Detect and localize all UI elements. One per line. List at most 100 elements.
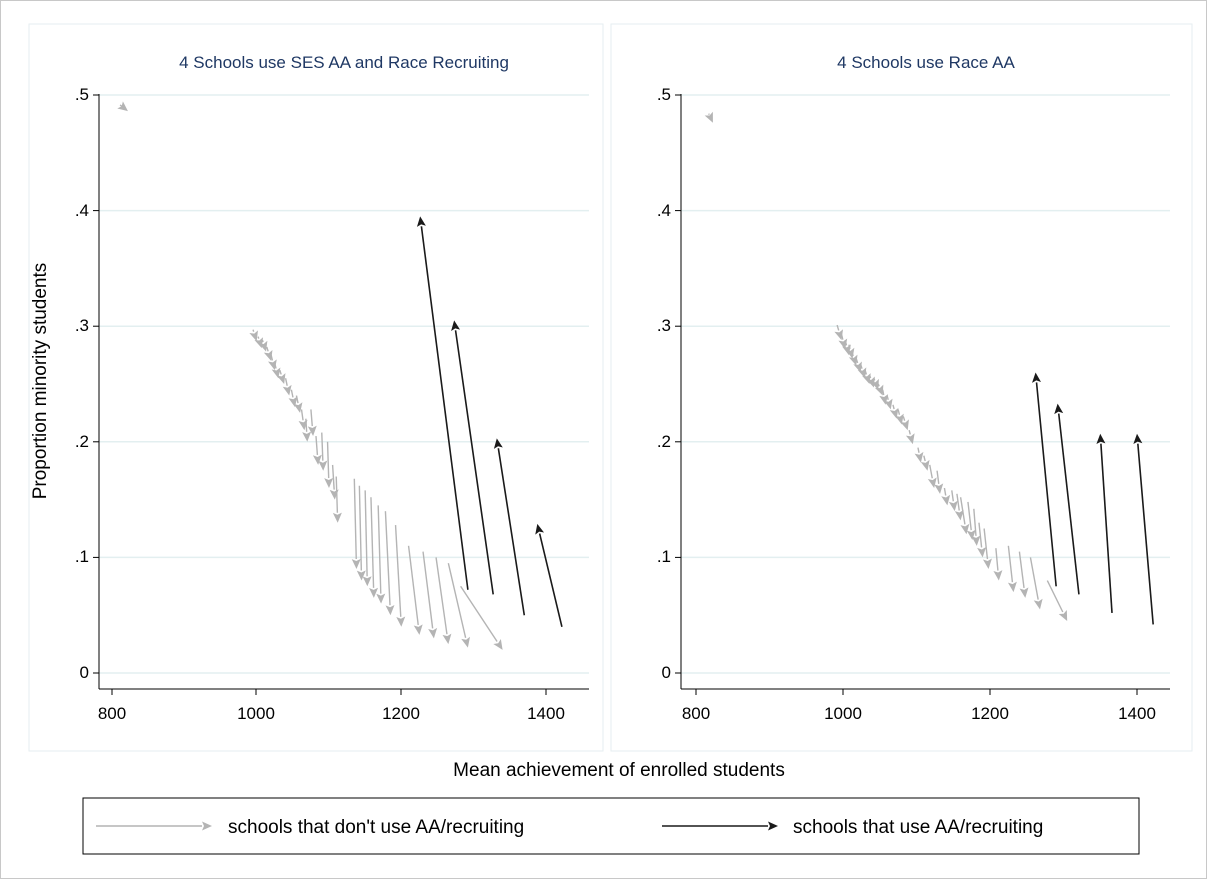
- arrow-shaft: [538, 533, 563, 627]
- arrow-no-aa-14: [312, 435, 322, 465]
- arrow-head: [249, 330, 258, 342]
- arrow-no-aa-15: [895, 409, 904, 425]
- arrow-shaft: [978, 522, 983, 548]
- arrow-head: [258, 340, 268, 352]
- arrow-shaft: [923, 455, 926, 462]
- series-no-aa: [704, 111, 1068, 621]
- arrow-head: [853, 361, 862, 373]
- arrow-aa-0: [1032, 372, 1057, 587]
- arrow-aa-2: [1096, 433, 1113, 613]
- arrow-no-aa-30: [993, 548, 1003, 581]
- panel-1-xtick-label: 1400: [527, 704, 565, 723]
- arrow-head: [870, 378, 879, 390]
- arrow-no-aa-25: [394, 524, 406, 627]
- arrow-no-aa-22: [369, 497, 379, 598]
- arrow-shaft: [897, 409, 901, 415]
- legend-label-no-aa: schools that don't use AA/recruiting: [228, 817, 524, 838]
- arrow-shaft: [460, 585, 498, 642]
- arrow-shaft: [377, 505, 382, 594]
- series-no-aa: [117, 101, 503, 650]
- legend: schools that don't use AA/recruiting sch…: [82, 797, 1140, 855]
- arrow-shaft: [252, 329, 255, 332]
- arrow-head: [1133, 433, 1143, 445]
- arrow-head: [263, 349, 273, 361]
- arrow-head: [302, 431, 312, 442]
- panel-1-gridlines: [99, 94, 589, 674]
- arrow-head: [948, 500, 958, 512]
- arrow-no-aa-29: [447, 563, 471, 648]
- panel-1-ytick-label: .4: [75, 201, 89, 220]
- panel-1-xtick-label: 1000: [237, 704, 275, 723]
- panel-2-xtick-label: 1000: [824, 704, 862, 723]
- panel-2-xtick-label: 1200: [971, 704, 1009, 723]
- panel-2-ticks: [675, 94, 1138, 695]
- arrow-head: [332, 512, 342, 523]
- arrow-head: [369, 587, 379, 598]
- arrow-shaft: [321, 432, 324, 461]
- arrow-shaft: [902, 416, 906, 421]
- arrow-no-aa-21: [934, 470, 944, 494]
- arrow-no-aa-16: [324, 441, 334, 489]
- arrow-shaft: [844, 339, 848, 346]
- panel-1-ytick-label: .2: [75, 432, 89, 451]
- arrow-no-aa-6: [853, 358, 862, 373]
- arrow-head: [966, 529, 976, 541]
- panel-2: 4 Schools use Race AA .5 .4 .3 .2 .1 0 8…: [610, 23, 1193, 752]
- panel-2-ytick-label: .3: [657, 316, 671, 335]
- arrow-head: [351, 558, 361, 569]
- arrow-shaft: [886, 395, 889, 400]
- arrow-shaft: [454, 330, 494, 595]
- arrow-shaft: [859, 364, 863, 369]
- arrow-no-aa-13: [307, 409, 317, 437]
- arrow-shaft: [848, 344, 851, 350]
- arrow-aa-3: [1133, 433, 1154, 625]
- arrow-head: [914, 451, 924, 463]
- arrow-shaft: [882, 389, 885, 396]
- arrow-head: [396, 616, 406, 627]
- arrow-head: [848, 354, 858, 366]
- y-axis-title: Proportion minority students: [30, 263, 51, 500]
- arrow-head: [442, 633, 452, 645]
- arrow-shaft: [951, 490, 955, 502]
- arrow-no-aa-3: [258, 339, 268, 352]
- arrow-shaft: [274, 363, 277, 369]
- arrow-head: [920, 459, 930, 471]
- legend-arrow-head: [202, 821, 212, 831]
- arrow-shaft: [936, 470, 940, 484]
- panel-2-xtick-label: 800: [682, 704, 710, 723]
- arrow-no-aa-27: [422, 551, 438, 639]
- arrow-no-aa-19: [920, 455, 930, 471]
- arrow-shaft: [995, 548, 999, 571]
- arrow-no-aa-20: [927, 464, 937, 489]
- arrow-head: [954, 509, 964, 521]
- panel-1-axes: .5 .4 .3 .2 .1 0 800 1000 1200 1400: [75, 85, 589, 723]
- arrow-no-aa-30: [460, 585, 503, 650]
- arrow-no-aa-4: [263, 346, 273, 361]
- arrow-shaft: [300, 409, 304, 421]
- arrow-shaft: [983, 528, 989, 560]
- arrow-shaft: [290, 389, 294, 398]
- arrow-no-aa-10: [293, 395, 303, 413]
- arrow-head: [866, 376, 875, 388]
- arrow-shaft: [1137, 443, 1154, 625]
- panel-1-ytick-label: .5: [75, 85, 89, 104]
- panel-2-ytick-label: .4: [657, 201, 671, 220]
- arrow-head: [318, 460, 328, 471]
- arrow-head: [493, 639, 503, 650]
- panel-2-ytick-label: .2: [657, 432, 671, 451]
- arrow-head: [461, 636, 471, 648]
- legend-label-aa: schools that use AA/recruiting: [793, 817, 1043, 838]
- arrow-shaft: [864, 369, 868, 375]
- arrow-shaft: [1018, 551, 1025, 589]
- arrow-no-aa-18: [914, 447, 924, 463]
- arrow-shaft: [358, 485, 363, 571]
- arrow-head: [117, 101, 128, 112]
- arrow-no-aa-25: [959, 497, 970, 535]
- arrow-no-aa-6: [271, 363, 281, 379]
- arrow-shaft: [310, 409, 313, 427]
- arrow-no-aa-24: [954, 493, 964, 521]
- arrow-head: [1054, 403, 1064, 415]
- arrow-shaft: [967, 501, 972, 531]
- panel-2-xtick-label: 1400: [1118, 704, 1156, 723]
- arrow-shaft: [435, 557, 448, 635]
